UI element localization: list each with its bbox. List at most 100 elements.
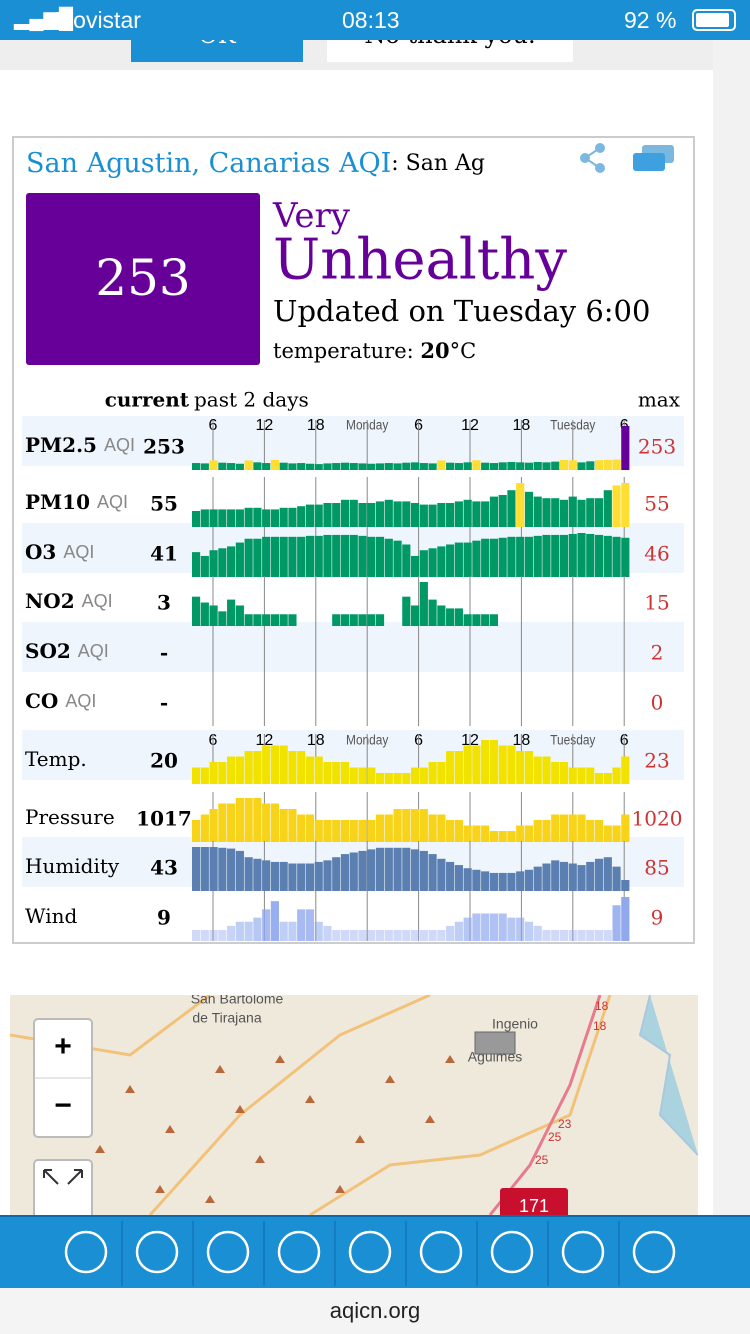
level-line-1: Very [272, 196, 351, 236]
bar [568, 863, 577, 891]
bar [428, 599, 437, 626]
nav-icon[interactable] [206, 1230, 250, 1274]
bar [559, 459, 569, 470]
bar [375, 536, 385, 577]
station-marker[interactable] [474, 1031, 516, 1055]
temperature-value: 20 [420, 338, 449, 363]
road-number: 25 [548, 1130, 562, 1144]
bar [253, 858, 262, 891]
bar [463, 868, 472, 891]
bar [524, 869, 534, 891]
fullscreen[interactable] [33, 1159, 93, 1215]
bar [472, 913, 481, 941]
bar [542, 930, 551, 941]
bar [218, 509, 227, 527]
bar [472, 501, 481, 527]
bar [375, 463, 385, 470]
current-value: 20 [150, 749, 178, 773]
bar [621, 426, 630, 470]
compare-icon[interactable] [633, 145, 674, 171]
level-line-2: Unhealthy [273, 228, 567, 293]
bar [542, 820, 551, 842]
decline-button[interactable]: No thank you. [327, 40, 573, 62]
bar [209, 762, 218, 784]
bar [472, 460, 481, 470]
nav-icon[interactable] [561, 1230, 605, 1274]
bar [577, 767, 586, 784]
max-value: 55 [644, 492, 669, 516]
bar [498, 537, 507, 577]
bar [481, 614, 490, 626]
bar [332, 930, 341, 941]
bar [297, 751, 306, 784]
pollutant-name: Wind [25, 904, 77, 928]
bar [253, 462, 262, 470]
bar [358, 767, 367, 784]
bar [516, 825, 525, 842]
bar [270, 536, 279, 577]
bar [507, 536, 516, 577]
nav-icon[interactable] [419, 1230, 463, 1274]
url-bar: aqicn.org [0, 1288, 750, 1334]
bar [235, 798, 244, 842]
nav-icon[interactable] [632, 1230, 676, 1274]
nav-icon[interactable] [348, 1230, 392, 1274]
bar [594, 930, 604, 941]
bar [516, 462, 525, 470]
bar [244, 751, 253, 784]
bar [586, 930, 595, 941]
zoom-in[interactable]: + [54, 1030, 72, 1063]
bar [559, 762, 569, 784]
bar [507, 745, 516, 784]
bar [367, 463, 376, 470]
bar [402, 596, 411, 626]
aqi-marker[interactable] [500, 1188, 568, 1215]
bar [481, 538, 490, 577]
bar [218, 803, 227, 842]
bar [384, 814, 393, 842]
bar [227, 546, 236, 577]
bar [244, 798, 253, 842]
bar [454, 865, 463, 891]
ok-button[interactable]: OK [131, 40, 303, 62]
zoom-out[interactable]: − [54, 1089, 72, 1122]
share-icon[interactable] [580, 143, 605, 173]
place-label: Ingenio [492, 1016, 538, 1032]
bar [349, 767, 358, 784]
aqi-label: AQI [338, 148, 391, 179]
updated: Updated on Tuesday 6:00 [273, 294, 650, 328]
nav-icon[interactable] [490, 1230, 534, 1274]
bar [559, 499, 569, 527]
bar [419, 930, 428, 941]
pollutant-name: PM2.5 [25, 433, 97, 457]
city[interactable]: San Agustin, Canarias AQI: San Ag [26, 148, 485, 179]
bar [332, 463, 341, 470]
bar [612, 485, 621, 527]
bar [463, 745, 472, 784]
bar [428, 504, 437, 527]
nav-icon[interactable] [277, 1230, 321, 1274]
bar [332, 762, 341, 784]
bar [603, 930, 612, 941]
bar [297, 909, 306, 941]
bar [358, 820, 367, 842]
current-value: - [160, 691, 168, 715]
bar [227, 509, 236, 527]
consent-banner: OK No thank you. [0, 40, 713, 70]
header-current: current [105, 388, 190, 412]
bar [349, 930, 358, 941]
bar [559, 534, 569, 577]
road-number: 18 [593, 1019, 607, 1033]
pollutant: PM2.5 AQI [25, 433, 135, 457]
bar [358, 930, 367, 941]
nav-icon[interactable] [64, 1230, 108, 1274]
current-value: 41 [150, 542, 178, 566]
bar [262, 463, 271, 470]
pollutant-name: Humidity [25, 854, 120, 878]
nav-icon[interactable] [135, 1230, 179, 1274]
bar [375, 501, 385, 527]
unit: AQI [104, 435, 135, 455]
bar [323, 925, 332, 941]
bar [612, 536, 621, 577]
bar [419, 582, 428, 626]
